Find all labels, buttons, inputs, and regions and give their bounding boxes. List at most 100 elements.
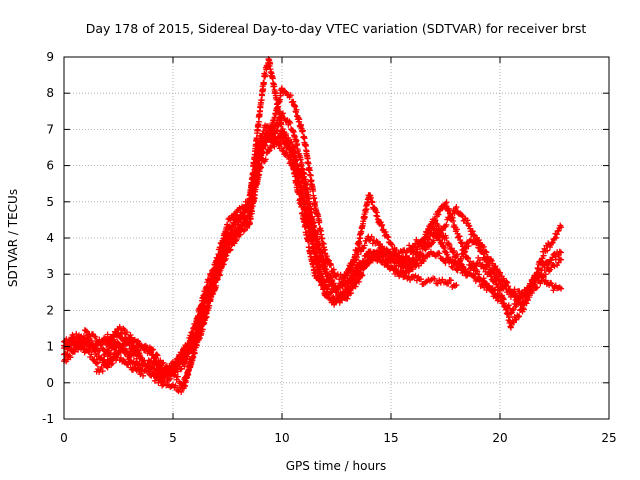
data-point (191, 347, 198, 354)
data-point (473, 239, 480, 246)
data-point (271, 143, 278, 150)
data-point (361, 242, 368, 249)
data-point (414, 260, 421, 267)
data-point (441, 245, 448, 252)
data-points (61, 56, 565, 395)
data-point (153, 362, 160, 369)
data-point (448, 214, 455, 221)
data-point (330, 266, 337, 273)
data-point (140, 372, 147, 379)
data-point (474, 238, 481, 245)
data-point (244, 224, 251, 231)
data-point (311, 195, 318, 202)
data-point (453, 282, 460, 289)
data-point (453, 204, 460, 211)
data-point (213, 282, 220, 289)
data-point (300, 177, 307, 184)
data-point (120, 342, 127, 349)
data-point (487, 273, 494, 280)
data-point (529, 289, 536, 296)
data-point (241, 208, 248, 215)
data-point (507, 324, 514, 331)
data-point (433, 233, 440, 240)
data-point (153, 351, 160, 358)
data-point (336, 276, 343, 283)
data-point (323, 253, 330, 260)
data-point (367, 255, 374, 262)
data-point (313, 236, 320, 243)
data-point (176, 384, 183, 391)
x-tick-label: 10 (274, 431, 289, 445)
data-point (100, 352, 107, 359)
data-point (109, 360, 116, 367)
data-point (354, 247, 361, 254)
data-point (443, 199, 450, 206)
data-point (178, 388, 185, 395)
data-point (99, 368, 106, 375)
data-point (84, 334, 91, 341)
data-point (439, 227, 446, 234)
data-point (502, 282, 509, 289)
data-point (223, 235, 230, 242)
data-point (197, 328, 204, 335)
data-point (216, 272, 223, 279)
x-tick-label: 25 (601, 431, 616, 445)
data-point (457, 264, 464, 271)
data-point (538, 267, 545, 274)
data-point (466, 270, 473, 277)
data-point (503, 304, 510, 311)
data-point (271, 128, 278, 135)
data-point (298, 159, 305, 166)
data-point (476, 242, 483, 249)
data-point (180, 350, 187, 357)
axis-ticks: 0 5 10 15 20 25 -1 0 1 2 3 4 5 6 7 8 9 (42, 50, 617, 445)
data-point (385, 234, 392, 241)
data-point (70, 347, 77, 354)
data-point (426, 236, 433, 243)
data-point (476, 271, 483, 278)
data-point (295, 163, 302, 170)
data-point (467, 258, 474, 265)
data-point (395, 249, 402, 256)
data-point (84, 347, 91, 354)
data-point (378, 222, 385, 229)
data-point (273, 139, 280, 146)
data-point (172, 382, 179, 389)
data-point (91, 356, 98, 363)
data-point (126, 342, 133, 349)
data-point (505, 309, 512, 316)
x-tick-label: 0 (60, 431, 68, 445)
y-tick-label: 2 (46, 303, 54, 317)
data-point (175, 356, 182, 363)
data-point (493, 271, 500, 278)
data-point (111, 346, 118, 353)
data-point (555, 259, 562, 266)
chart-title: Day 178 of 2015, Sidereal Day-to-day VTE… (86, 21, 587, 36)
data-point (480, 275, 487, 282)
data-point (282, 88, 289, 95)
y-tick-label: -1 (42, 412, 54, 426)
data-point (474, 268, 481, 275)
data-point (488, 288, 495, 295)
y-tick-label: 6 (46, 159, 54, 173)
data-point (328, 262, 335, 269)
data-point (460, 266, 467, 273)
data-point (473, 261, 480, 268)
data-point (352, 283, 359, 290)
data-point (233, 235, 240, 242)
data-point (253, 135, 260, 142)
data-point (129, 345, 136, 352)
data-point (379, 246, 386, 253)
data-point (275, 121, 282, 128)
data-point (471, 231, 478, 238)
data-point (431, 225, 438, 232)
data-point (330, 280, 337, 287)
data-point (94, 359, 101, 366)
y-tick-label: 1 (46, 340, 54, 354)
data-point (167, 366, 174, 373)
data-point (476, 277, 483, 284)
data-point (99, 356, 106, 363)
data-point (556, 248, 563, 255)
data-point (520, 299, 527, 306)
